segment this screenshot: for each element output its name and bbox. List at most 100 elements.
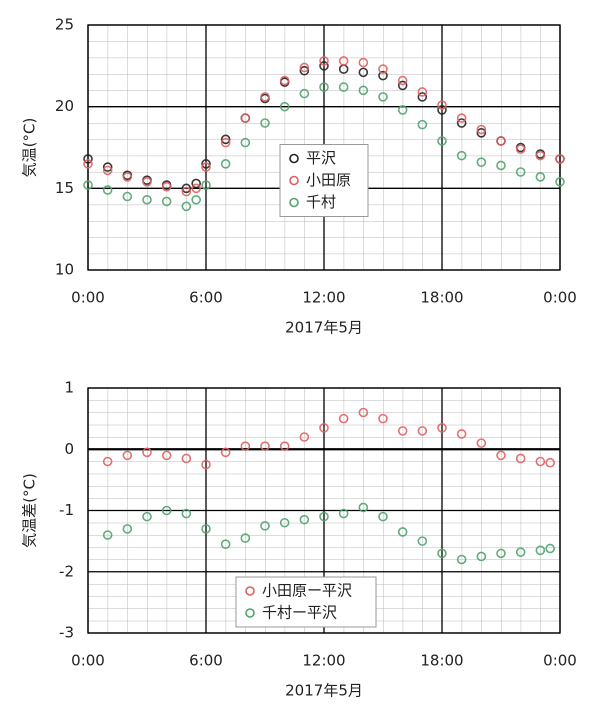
point: [358, 67, 369, 78]
point: [456, 554, 467, 565]
x-tick-label: 6:00: [189, 289, 223, 307]
y-axis-label: 気温(°C): [21, 118, 39, 178]
x-axis-label: 2017年5月: [285, 319, 363, 337]
point: [279, 517, 290, 528]
point: [279, 75, 290, 86]
legend-label: 小田原: [306, 171, 351, 189]
legend-marker: [289, 153, 299, 164]
point: [181, 183, 192, 194]
point: [437, 548, 447, 559]
point: [437, 136, 447, 146]
x-tick-label: 0:00: [71, 652, 105, 670]
point: [515, 144, 526, 154]
point: [83, 154, 93, 164]
point: [319, 82, 329, 92]
y-tick-label: 15: [55, 179, 74, 197]
point: [102, 185, 113, 195]
point: [181, 453, 192, 464]
x-tick-label: 12:00: [302, 652, 345, 670]
legend-label: 平沢: [306, 149, 336, 167]
point: [220, 134, 231, 145]
y-tick-label: 1: [64, 379, 74, 397]
point: [83, 159, 93, 169]
point: [545, 543, 555, 554]
point: [142, 194, 152, 205]
point: [191, 178, 201, 189]
point: [417, 426, 428, 436]
point: [417, 87, 428, 97]
point: [260, 521, 270, 531]
point: [161, 505, 172, 516]
point: [417, 92, 428, 102]
legend-marker: [245, 608, 255, 618]
point: [122, 172, 133, 182]
point: [437, 105, 447, 115]
point: [299, 65, 310, 76]
point: [338, 82, 349, 92]
point: [476, 128, 487, 138]
point: [299, 432, 310, 442]
y-axis-label: 気温差(°C): [21, 473, 39, 548]
point: [102, 530, 113, 540]
legend-label: 千村ー平沢: [262, 604, 337, 622]
x-tick-label: 6:00: [189, 652, 223, 670]
point: [456, 429, 467, 439]
point: [142, 177, 152, 187]
point: [555, 177, 565, 187]
point: [161, 181, 172, 192]
point: [417, 536, 428, 546]
y-tick-label: 20: [55, 97, 74, 115]
point: [545, 457, 555, 468]
point: [142, 511, 152, 522]
point: [338, 413, 349, 424]
point: [378, 92, 388, 102]
plot-frame: [87, 387, 561, 634]
x-tick-label: 18:00: [420, 652, 463, 670]
point: [417, 119, 428, 130]
point: [515, 167, 526, 177]
point: [456, 113, 467, 123]
y-tick-label: -1: [59, 501, 74, 519]
x-tick-label: 0:00: [543, 289, 577, 307]
point: [437, 423, 447, 433]
point: [515, 547, 526, 557]
point: [358, 502, 369, 513]
point: [437, 100, 447, 110]
point: [358, 85, 369, 96]
point: [338, 56, 349, 66]
point: [378, 511, 388, 522]
point: [535, 150, 546, 161]
point: [358, 407, 369, 418]
point: [220, 447, 231, 458]
y-tick-label: -3: [59, 624, 74, 642]
legend-marker: [289, 175, 299, 186]
point: [102, 162, 113, 172]
legend-box: [235, 576, 377, 628]
point: [378, 64, 388, 74]
point: [496, 136, 506, 146]
point: [240, 113, 251, 123]
point: [181, 201, 192, 212]
point: [378, 70, 388, 81]
x-tick-label: 12:00: [302, 289, 345, 307]
point: [122, 524, 133, 534]
point: [476, 551, 487, 562]
point: [220, 137, 231, 148]
point: [220, 539, 231, 549]
point: [122, 191, 133, 202]
legend-marker: [289, 197, 299, 208]
point: [319, 423, 329, 433]
point: [181, 186, 192, 197]
point: [279, 441, 290, 451]
point: [338, 508, 349, 519]
y-tick-label: 10: [55, 261, 74, 279]
point: [496, 160, 506, 171]
point: [279, 101, 290, 112]
point: [260, 441, 270, 451]
point: [535, 172, 546, 182]
point: [555, 154, 565, 164]
x-tick-label: 0:00: [543, 652, 577, 670]
point: [240, 533, 251, 543]
point: [515, 453, 526, 464]
point: [299, 514, 310, 525]
